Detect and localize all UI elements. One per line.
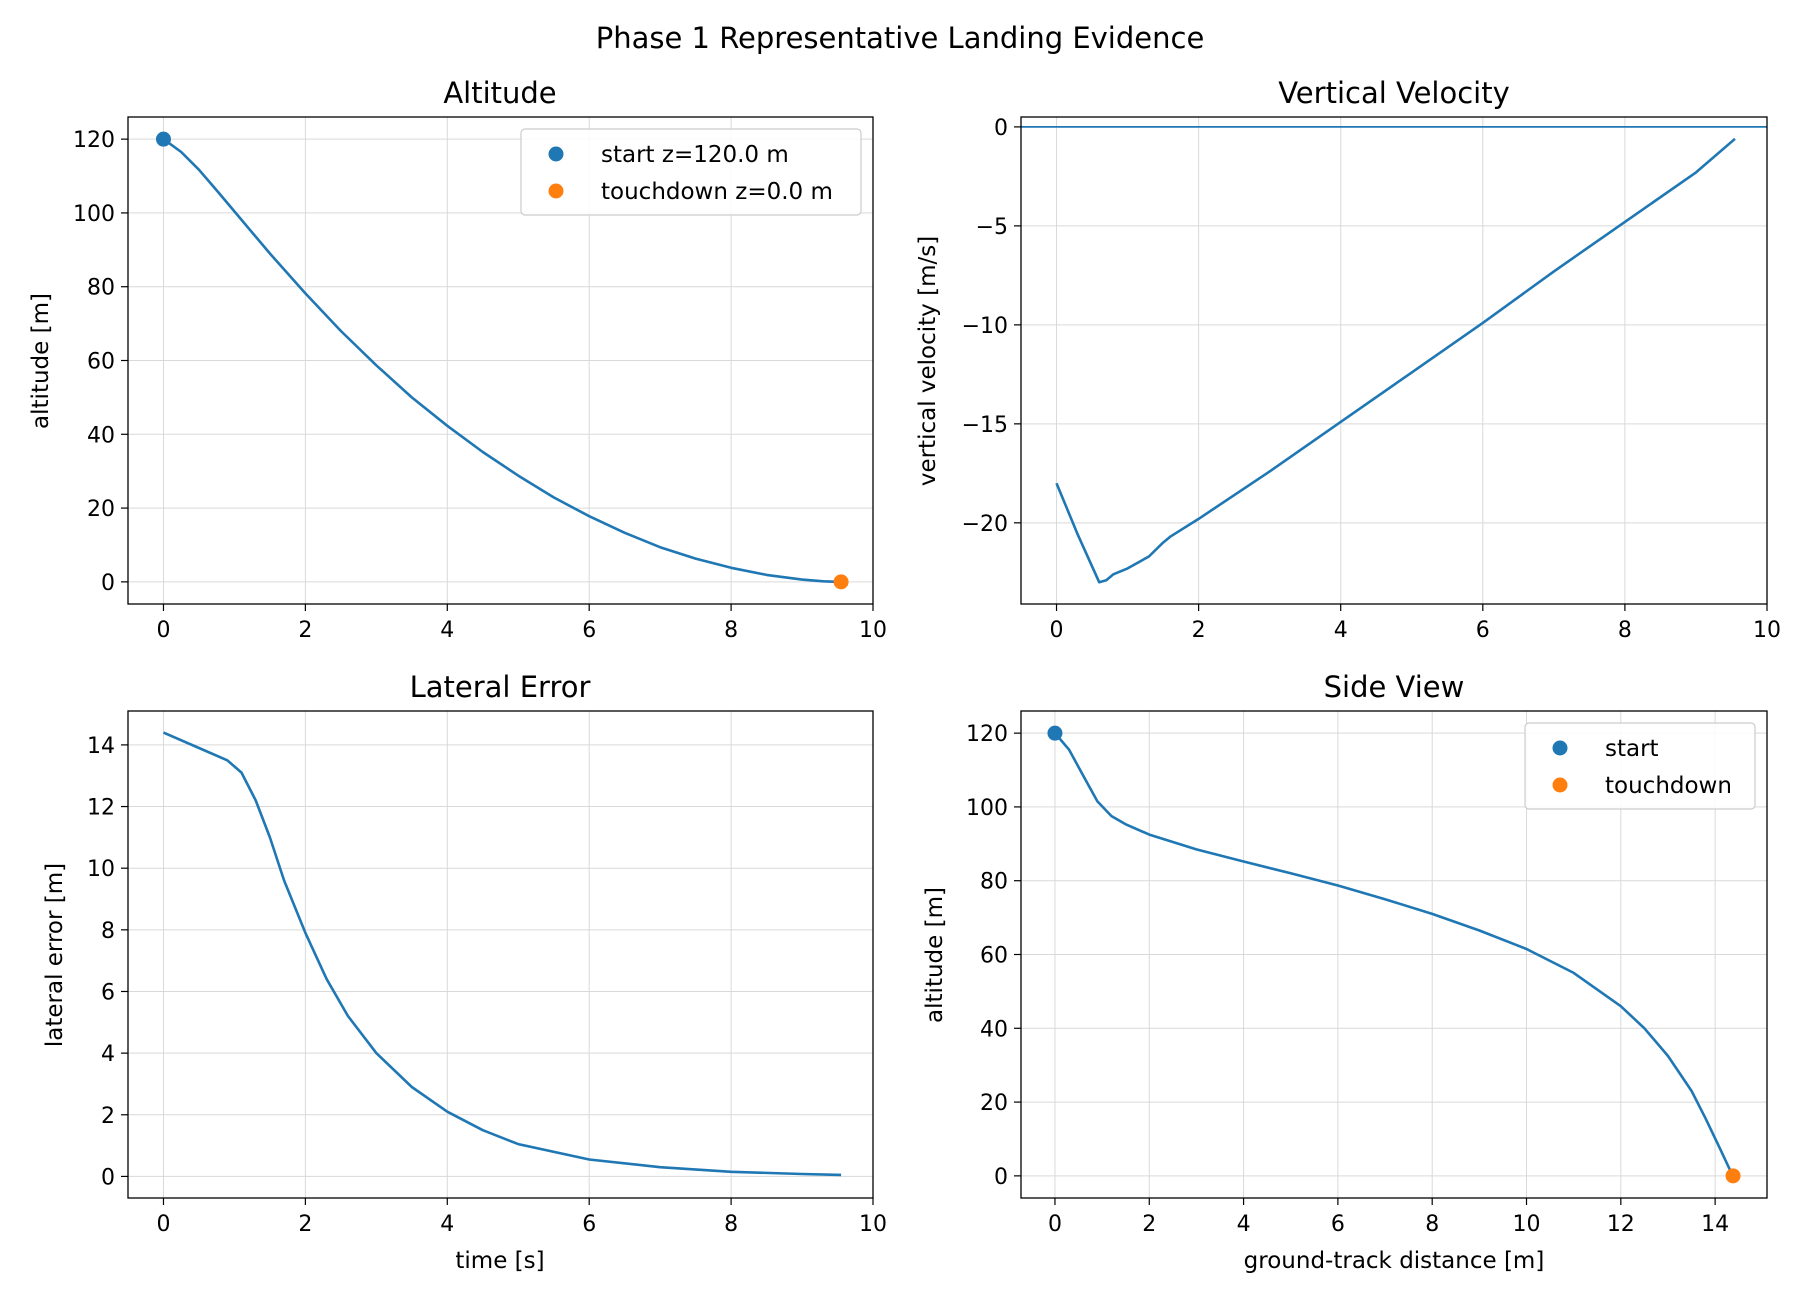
lateral-error-xtick-label-3: 6 [582,1212,596,1237]
altitude-ytick-label-5: 100 [73,202,115,227]
altitude-xtick-label-0: 0 [156,618,170,643]
side-view-ytick-label-5: 100 [966,796,1008,821]
lateral-error-ytick-label-7: 14 [87,734,115,759]
vertical-velocity-chart-title: Vertical Velocity [1278,76,1510,110]
altitude-xtick-label-1: 2 [298,618,312,643]
altitude-ytick-label-2: 40 [87,423,115,448]
side-view-xtick-label-2: 4 [1237,1212,1251,1237]
altitude-legend-label-start: start z=120.0 m [601,142,789,168]
side-view-chart-title: Side View [1324,670,1465,704]
vertical-velocity-chart-ylabel: vertical velocity [m/s] [915,236,941,486]
vertical-velocity-xtick-label-4: 8 [1618,618,1632,643]
vertical-velocity-ytick-label-3: −15 [962,413,1008,438]
side-view-xtick-label-5: 10 [1513,1212,1541,1237]
altitude-legend [520,128,862,216]
side-view-chart-ylabel: altitude [m] [922,887,948,1023]
side-view-ytick-label-6: 120 [966,722,1008,747]
altitude-xtick-label-4: 8 [724,618,738,643]
side-view-xtick-label-6: 12 [1607,1212,1635,1237]
side-view-ytick-label-2: 40 [980,1017,1008,1042]
side-view-xtick-label-3: 6 [1331,1212,1345,1237]
lateral-error-xtick-label-4: 8 [724,1212,738,1237]
altitude-legend-marker-touchdown [548,183,564,199]
altitude-ytick-label-0: 0 [101,571,115,596]
side-view-legend [1524,722,1756,810]
altitude-chart-title: Altitude [443,76,556,110]
side-view-xtick-label-4: 8 [1425,1212,1439,1237]
side-view-xtick-label-7: 14 [1701,1212,1729,1237]
side-view-ytick-label-3: 60 [980,944,1008,969]
lateral-error-series-line-0 [162,731,842,1177]
lateral-error-ytick-label-0: 0 [101,1165,115,1190]
lateral-error-chart-xlabel: time [s] [455,1248,544,1274]
altitude-series-line-0 [162,138,842,584]
vertical-velocity-xtick-label-3: 6 [1476,618,1490,643]
side-view-touchdown-point [1725,1168,1741,1184]
side-view-xtick-label-0: 0 [1048,1212,1062,1237]
altitude-chart: Altitude altitude [m] 0 2 4 6 8 1002040608010… [28,76,887,643]
lateral-error-ytick-label-2: 4 [101,1042,115,1067]
altitude-xtick-label-3: 6 [582,618,596,643]
altitude-touchdown-point [833,574,849,590]
side-view-legend-marker-start [1552,740,1568,756]
side-view-xtick-label-1: 2 [1142,1212,1156,1237]
lateral-error-chart-ylabel: lateral error [m] [42,863,68,1047]
altitude-ytick-label-1: 20 [87,497,115,522]
side-view-legend-marker-touchdown [1552,777,1568,793]
side-view-legend-label-start: start [1605,736,1659,762]
side-view-ytick-label-4: 80 [980,870,1008,895]
altitude-legend-marker-start [548,146,564,162]
altitude-ytick-label-6: 120 [73,128,115,153]
lateral-error-chart-title: Lateral Error [410,670,591,704]
side-view-series-line-0 [1054,732,1735,1177]
side-view-chart: Side View altitude [m] ground-track dist… [922,670,1768,1274]
vertical-velocity-ytick-label-4: −20 [962,512,1008,537]
altitude-chart-ylabel: altitude [m] [28,293,54,429]
lateral-error-chart: Lateral Error lateral error [m] time [s]… [42,670,887,1274]
altitude-ytick-label-3: 60 [87,350,115,375]
side-view-chart-xlabel: ground-track distance [m] [1244,1248,1545,1274]
vertical-velocity-chart: Vertical Velocity vertical velocity [m/s… [915,76,1781,643]
lateral-error-ytick-label-3: 6 [101,980,115,1005]
lateral-error-ytick-label-5: 10 [87,857,115,882]
vertical-velocity-xtick-label-0: 0 [1050,618,1064,643]
vertical-velocity-ytick-label-0: 0 [994,116,1008,141]
lateral-error-plot-frame [127,710,874,1199]
figure-title: Phase 1 Representative Landing Evidence [596,21,1205,55]
lateral-error-ytick-label-4: 8 [101,919,115,944]
vertical-velocity-plot-frame [1020,116,1768,605]
altitude-xtick-label-5: 10 [859,618,887,643]
vertical-velocity-xtick-label-1: 2 [1192,618,1206,643]
side-view-legend-label-touchdown: touchdown [1605,773,1732,799]
altitude-legend-label-touchdown: touchdown z=0.0 m [601,179,833,205]
altitude-ytick-label-4: 80 [87,276,115,301]
lateral-error-xtick-label-0: 0 [156,1212,170,1237]
vertical-velocity-series-line-0 [1055,137,1736,584]
lateral-error-ytick-label-6: 12 [87,796,115,821]
side-view-plot-frame [1020,710,1768,1199]
lateral-error-xtick-label-2: 4 [440,1212,454,1237]
lateral-error-xtick-label-1: 2 [298,1212,312,1237]
side-view-ytick-label-0: 0 [994,1165,1008,1190]
vertical-velocity-xtick-label-5: 10 [1753,618,1781,643]
side-view-ytick-label-1: 20 [980,1091,1008,1116]
lateral-error-xtick-label-5: 10 [859,1212,887,1237]
vertical-velocity-xtick-label-2: 4 [1334,618,1348,643]
vertical-velocity-ytick-label-1: −5 [976,215,1008,240]
altitude-xtick-label-2: 4 [440,618,454,643]
side-view-start-point [1047,725,1063,741]
altitude-start-point [155,131,171,147]
lateral-error-ytick-label-1: 2 [101,1104,115,1129]
vertical-velocity-ytick-label-2: −10 [962,314,1008,339]
altitude-plot-frame [127,116,874,605]
